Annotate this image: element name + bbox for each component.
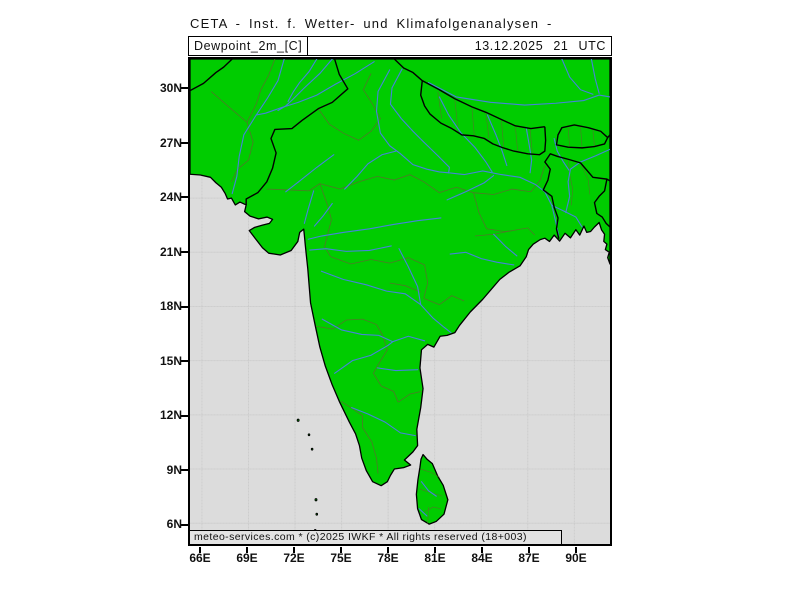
sri-lanka-island <box>416 455 447 525</box>
y-tick <box>181 306 188 308</box>
x-axis-label: 81E <box>424 551 446 565</box>
x-axis-label: 69E <box>236 551 258 565</box>
country-borders <box>190 59 610 239</box>
x-tick <box>481 547 483 553</box>
x-tick <box>434 547 436 553</box>
timestamp-label: 13.12.2025 21 UTC <box>474 39 606 53</box>
map-canvas: meteo-services.com * (c)2025 IWKF * All … <box>188 57 612 546</box>
x-tick <box>528 547 530 553</box>
x-axis-label: 72E <box>283 551 305 565</box>
x-tick <box>293 547 295 553</box>
mainland-landmass <box>190 59 610 486</box>
credit-text: meteo-services.com * (c)2025 IWKF * All … <box>194 531 527 543</box>
y-tick <box>181 87 188 89</box>
y-axis-label: 27N <box>159 136 182 150</box>
x-axis-label: 84E <box>471 551 493 565</box>
y-tick <box>181 360 188 362</box>
y-axis-label: 9N <box>166 463 182 477</box>
variable-label: Dewpoint_2m_[C] <box>189 37 309 55</box>
x-axis-label: 75E <box>330 551 352 565</box>
page-title: CETA - Inst. f. Wetter- und Klimafolgena… <box>190 16 553 31</box>
x-axis-label: 78E <box>377 551 399 565</box>
credit-bar: meteo-services.com * (c)2025 IWKF * All … <box>190 530 562 544</box>
x-axis-label: 90E <box>565 551 587 565</box>
y-tick <box>181 251 188 253</box>
y-tick <box>181 196 188 198</box>
x-axis-label: 66E <box>189 551 211 565</box>
x-tick <box>387 547 389 553</box>
x-tick <box>246 547 248 553</box>
x-axis-label: 87E <box>518 551 540 565</box>
india-dewpoint-map <box>190 59 610 544</box>
y-axis-label: 21N <box>159 245 182 259</box>
y-axis-label: 6N <box>166 517 182 531</box>
state-borders <box>211 59 594 524</box>
x-tick <box>199 547 201 553</box>
y-axis-label: 12N <box>159 408 182 422</box>
x-tick <box>340 547 342 553</box>
rivers <box>232 59 610 516</box>
y-tick <box>181 524 188 526</box>
small-islands <box>297 419 317 531</box>
y-tick <box>181 142 188 144</box>
y-axis-label: 15N <box>159 354 182 368</box>
y-tick <box>181 415 188 417</box>
y-axis-label: 30N <box>159 81 182 95</box>
x-tick <box>575 547 577 553</box>
subtitle-bar: Dewpoint_2m_[C] 13.12.2025 21 UTC <box>188 36 612 56</box>
y-axis-label: 24N <box>159 190 182 204</box>
y-tick <box>181 469 188 471</box>
y-axis-label: 18N <box>159 299 182 313</box>
